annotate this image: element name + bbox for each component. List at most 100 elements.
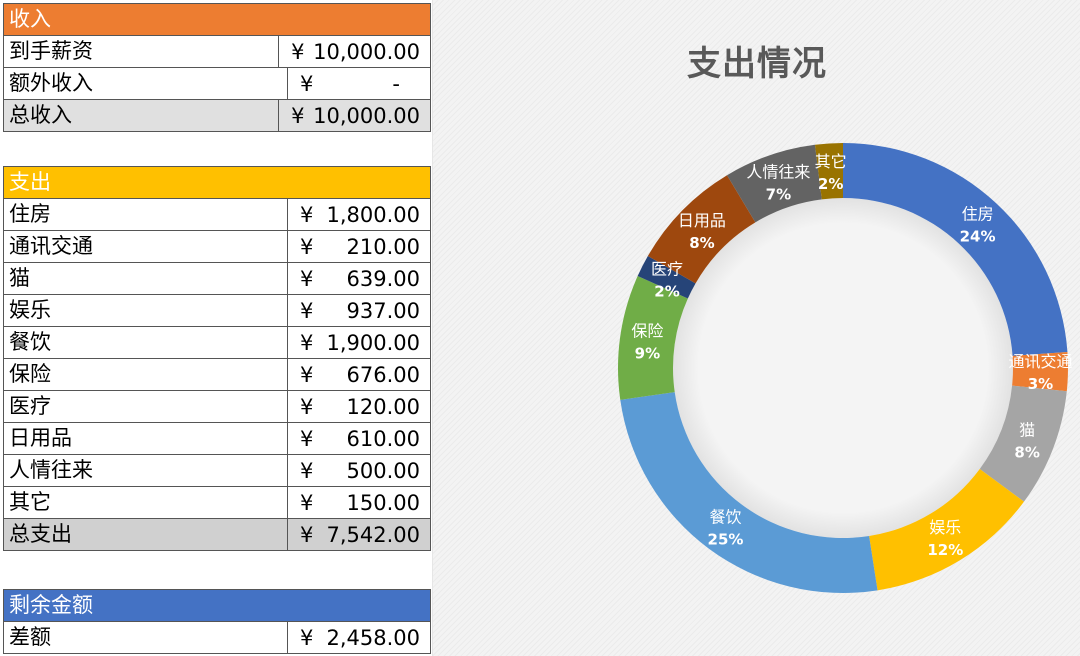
slice-percent: 12% [927,541,963,559]
row-label[interactable]: 人情往来 [4,455,288,486]
amount-value: 676.00 [346,362,420,387]
row-amount[interactable]: ¥500.00 [288,455,430,486]
slice-label: 住房 24% [960,204,996,245]
donut-slice[interactable] [647,175,756,284]
slice-label: 医疗 2% [651,259,683,300]
slice-label: 日用品 8% [678,211,726,252]
table-row[interactable]: 其它 ¥150.00 [4,487,430,519]
row-amount[interactable]: ¥120.00 [288,391,430,422]
row-label[interactable]: 总支出 [4,519,288,550]
row-amount[interactable]: ¥1,800.00 [288,199,430,230]
balance-row[interactable]: 差额 ¥2,458.00 [4,622,430,654]
table-row[interactable]: 猫 ¥639.00 [4,263,430,295]
expense-header[interactable]: 支出 [4,167,430,199]
amount-value: 610.00 [346,426,420,451]
amount-value: 150.00 [346,490,420,515]
donut-chart[interactable]: 住房 24% 通讯交通 3% 猫 8% 娱乐 12% 餐饮 25% 保险 9% 医疗 2% 日用品 8% 人情往… [433,0,1080,656]
amount-value: 2,458.00 [326,625,420,650]
slice-label: 人情往来 7% [746,162,810,203]
slice-label: 餐饮 25% [708,508,744,549]
donut-slice[interactable] [814,143,843,200]
row-label[interactable]: 额外收入 [4,68,288,99]
currency-symbol: ¥ [300,362,314,387]
currency-symbol: ¥ [300,298,314,323]
amount-value: 210.00 [346,234,420,259]
row-label[interactable]: 娱乐 [4,295,288,326]
row-amount[interactable]: ¥7,542.00 [288,519,430,550]
slice-percent: 7% [766,185,791,203]
amount-value: 10,000.00 [313,103,420,128]
amount-value: 120.00 [346,394,420,419]
slice-label: 娱乐 12% [927,518,963,559]
balance-header[interactable]: 剩余金额 [4,590,430,622]
amount-value: 7,542.00 [326,522,420,547]
donut-slice[interactable] [727,144,822,223]
row-amount[interactable]: ¥ - [288,68,430,99]
slice-name: 保险 [631,322,663,341]
table-row[interactable]: 医疗 ¥120.00 [4,391,430,423]
row-label[interactable]: 差额 [4,622,288,653]
table-row[interactable]: 额外收入 ¥ - [4,68,430,100]
donut-slice[interactable] [869,468,1024,591]
table-row[interactable]: 住房 ¥1,800.00 [4,199,430,231]
row-amount[interactable]: ¥150.00 [288,487,430,518]
currency-symbol: ¥ [300,202,314,227]
table-row[interactable]: 人情往来 ¥500.00 [4,455,430,487]
row-label[interactable]: 其它 [4,487,288,518]
donut-slice[interactable] [1012,351,1068,392]
row-label[interactable]: 到手薪资 [4,36,280,67]
slice-name: 人情往来 [746,162,810,181]
row-amount[interactable]: ¥639.00 [288,263,430,294]
slice-name: 日用品 [678,211,726,230]
slice-name: 住房 [962,204,994,223]
table-row[interactable]: 日用品 ¥610.00 [4,423,430,455]
row-amount[interactable]: ¥1,900.00 [288,327,430,358]
slice-name: 其它 [815,152,847,171]
row-label[interactable]: 通讯交通 [4,231,288,262]
row-label[interactable]: 日用品 [4,423,288,454]
row-label[interactable]: 总收入 [4,100,280,131]
row-amount[interactable]: ¥676.00 [288,359,430,390]
income-total-row[interactable]: 总收入 ¥10,000.00 [4,100,430,132]
table-row[interactable]: 娱乐 ¥937.00 [4,295,430,327]
row-amount[interactable]: ¥2,458.00 [288,622,430,653]
row-label[interactable]: 餐饮 [4,327,288,358]
row-amount[interactable]: ¥610.00 [288,423,430,454]
row-label[interactable]: 医疗 [4,391,288,422]
currency-symbol: ¥ [300,426,314,451]
donut-slice[interactable] [620,392,878,593]
slice-percent: 25% [708,531,744,549]
expense-block: 支出 住房 ¥1,800.00 通讯交通 ¥210.00 猫 ¥639.00 娱乐 ¥937.… [3,166,431,551]
amount-value: - [392,71,400,96]
slice-percent: 24% [960,227,996,245]
currency-symbol: ¥ [300,266,314,291]
currency-symbol: ¥ [300,71,314,96]
table-row[interactable]: 餐饮 ¥1,900.00 [4,327,430,359]
expense-total-row[interactable]: 总支出 ¥7,542.00 [4,519,430,551]
table-row[interactable]: 到手薪资 ¥10,000.00 [4,36,430,68]
donut-slice[interactable] [979,385,1067,502]
row-amount[interactable]: ¥210.00 [288,231,430,262]
slice-name: 医疗 [651,259,683,278]
row-amount[interactable]: ¥10,000.00 [279,100,430,131]
table-row[interactable]: 通讯交通 ¥210.00 [4,231,430,263]
income-header[interactable]: 收入 [4,4,430,36]
donut-slice[interactable] [637,255,696,299]
row-label[interactable]: 猫 [4,263,288,294]
budget-sheet: 收入 到手薪资 ¥10,000.00 额外收入 ¥ - 总收入 ¥10,000.0… [0,0,432,656]
donut-slice[interactable] [843,143,1068,356]
row-label[interactable]: 住房 [4,199,288,230]
chart-title: 支出情况 [687,44,827,84]
table-row[interactable]: 保险 ¥676.00 [4,359,430,391]
donut-slice[interactable] [618,276,688,400]
income-block: 收入 到手薪资 ¥10,000.00 额外收入 ¥ - 总收入 ¥10,000.0… [3,3,431,132]
currency-symbol: ¥ [300,394,314,419]
slice-label: 其它 2% [815,152,847,193]
chart-panel[interactable]: 支出情况 住房 24% 通讯交通 3% 猫 8% 娱乐 12% 餐饮 25% 保险 9% 医疗 2% 日用品… [432,0,1080,656]
row-label[interactable]: 保险 [4,359,288,390]
slice-percent: 3% [1028,375,1053,393]
row-amount[interactable]: ¥10,000.00 [279,36,430,67]
row-amount[interactable]: ¥937.00 [288,295,430,326]
amount-value: 10,000.00 [313,39,420,64]
slice-label: 通讯交通 3% [1008,352,1072,393]
